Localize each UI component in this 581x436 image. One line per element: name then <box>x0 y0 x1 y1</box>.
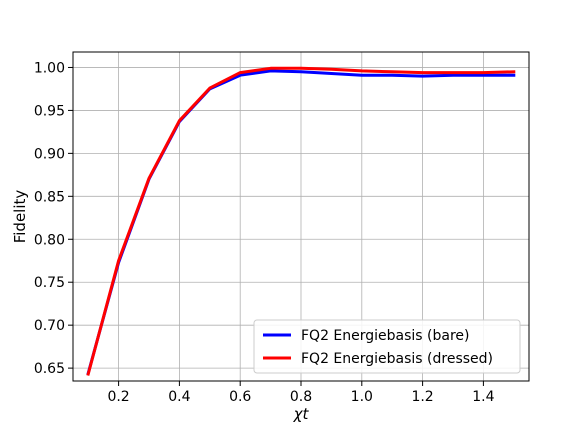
y-tick-label: 0.80 <box>34 232 65 248</box>
y-tick-label: 0.95 <box>34 103 65 119</box>
axis-ticks: 0.2 0.4 0.6 0.8 1.0 1.2 1.4 0.65 0.70 0.75 0.80 0.8… <box>34 60 495 405</box>
x-tick-label: 0.6 <box>229 389 251 405</box>
x-axis-label: χt <box>293 405 310 423</box>
x-tick-label: 0.8 <box>290 389 312 405</box>
y-tick-label: 0.75 <box>34 275 65 291</box>
series-line-dressed <box>86 66 516 376</box>
y-axis-label: Fidelity <box>11 190 29 244</box>
y-tick-label: 0.70 <box>34 318 65 334</box>
legend: FQ2 Energiebasis (bare) FQ2 Energiebasis … <box>253 319 521 374</box>
x-tick-label: 1.0 <box>351 389 373 405</box>
series-lines <box>86 66 516 376</box>
grid <box>73 52 529 381</box>
x-tick-label: 1.2 <box>411 389 433 405</box>
y-tick-label: 0.90 <box>34 146 65 162</box>
legend-box <box>253 319 521 374</box>
y-tick-label: 0.85 <box>34 189 65 205</box>
legend-label: FQ2 Energiebasis (dressed) <box>301 351 493 367</box>
legend-label: FQ2 Energiebasis (bare) <box>301 328 470 344</box>
y-tick-label: 0.65 <box>34 361 65 377</box>
x-tick-label: 0.4 <box>168 389 190 405</box>
y-tick-label: 1.00 <box>34 60 65 76</box>
x-tick-label: 1.4 <box>472 389 494 405</box>
x-tick-label: 0.2 <box>107 389 129 405</box>
